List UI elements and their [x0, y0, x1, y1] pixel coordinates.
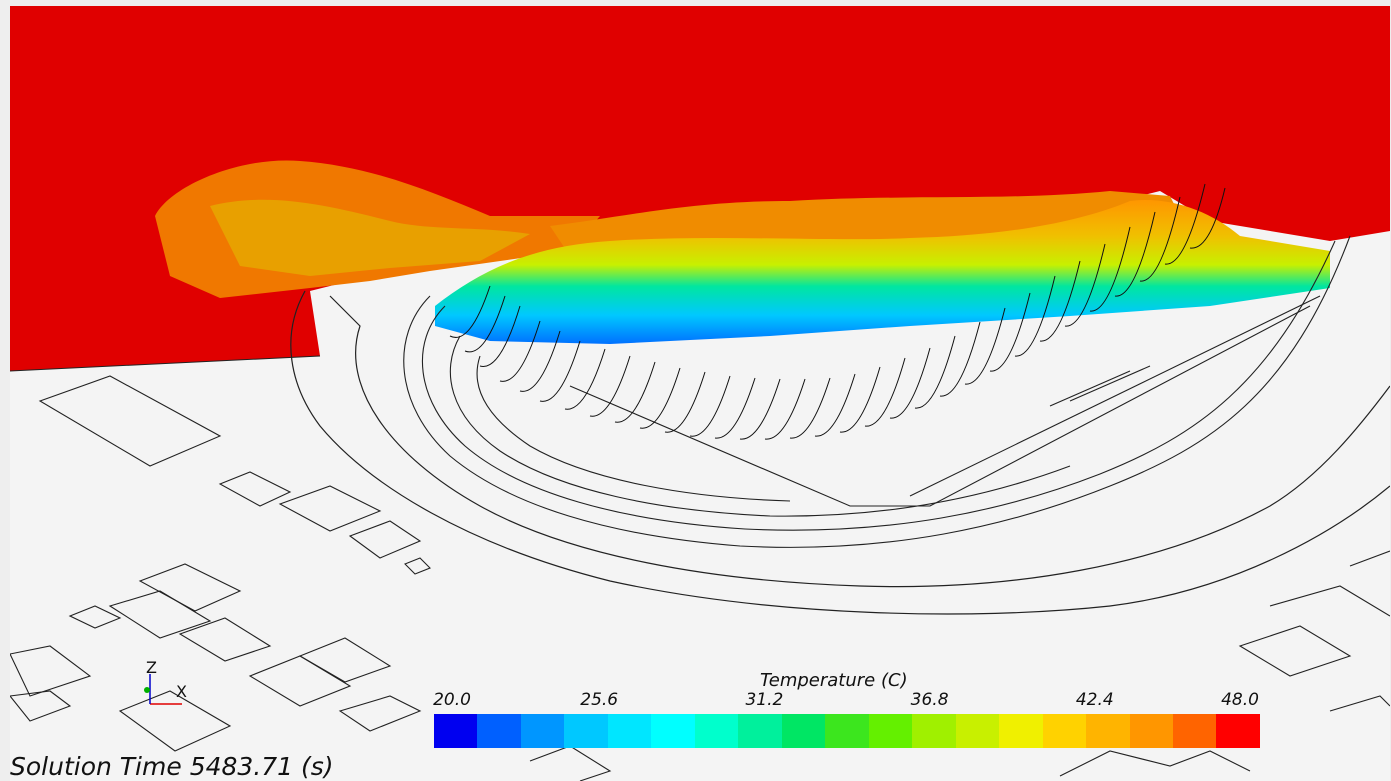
- colorbar-tick-label: 42.4: [1075, 690, 1114, 710]
- colorbar-swatch: [868, 714, 913, 748]
- legend-title: Temperature (C): [760, 670, 908, 691]
- colorbar-swatch: [1216, 714, 1260, 748]
- temperature-contour-scene: [10, 6, 1390, 781]
- colorbar-swatch: [434, 714, 478, 748]
- colorbar-swatch: [955, 714, 1000, 748]
- colorbar-tick-label: 36.8: [910, 690, 949, 710]
- cfd-viewport[interactable]: Z X Temperature (C) 20.0 25.6 31.2 36.8 42.4…: [10, 6, 1390, 781]
- colorbar-swatch: [651, 714, 695, 748]
- colorbar-swatch: [520, 714, 565, 748]
- surrounding-buildings: [10, 375, 1390, 781]
- stadium-outline: [403, 235, 1351, 548]
- colorbar-swatch: [477, 714, 521, 748]
- colorbar-swatch: [1042, 714, 1087, 748]
- colorbar-swatch: [1129, 714, 1173, 748]
- plume-yellow: [210, 199, 530, 276]
- axis-z-label: Z: [146, 658, 157, 677]
- stadium-plume-gradient: [435, 200, 1330, 344]
- solution-time-label: Solution Time 5483.71 (s): [10, 752, 334, 781]
- colorbar-swatch: [738, 714, 782, 748]
- axis-x-label: X: [176, 682, 187, 701]
- axes-triad: [144, 674, 182, 705]
- colorbar-swatch: [781, 714, 826, 748]
- colorbar-tick-label: 20.0: [433, 690, 471, 710]
- roof-trusses: [449, 183, 1226, 440]
- colorbar-swatch: [1172, 714, 1217, 748]
- temperature-colorbar: [434, 714, 1260, 748]
- colorbar-tick-label: 48.0: [1221, 690, 1259, 710]
- colorbar-swatch: [999, 714, 1043, 748]
- colorbar-swatch: [825, 714, 869, 748]
- colorbar-tick-label: 25.6: [580, 690, 619, 710]
- colorbar-swatch: [1086, 714, 1130, 748]
- colorbar-swatch: [912, 714, 956, 748]
- colorbar-swatch: [564, 714, 608, 748]
- colorbar-swatch: [694, 714, 739, 748]
- colorbar-tick-label: 31.2: [745, 690, 784, 710]
- colorbar-swatch: [607, 714, 652, 748]
